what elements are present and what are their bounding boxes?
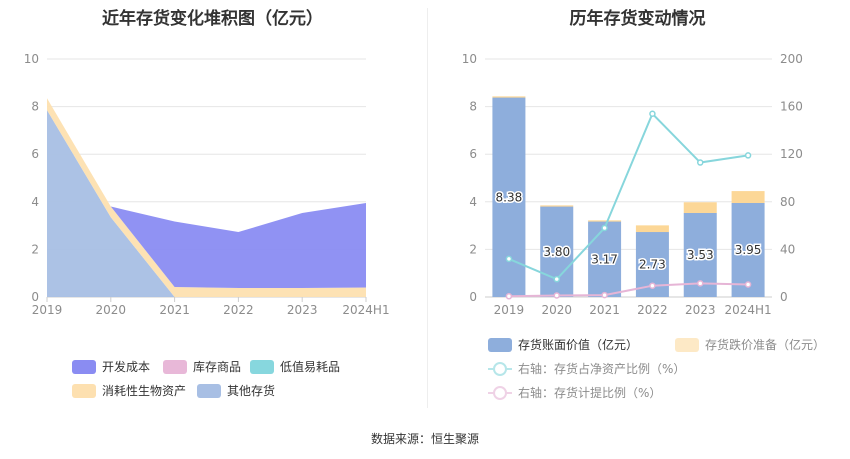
- left-x-tick-label: 2023: [287, 303, 318, 317]
- legend-label: 右轴：存货占净资产比例（%）: [518, 362, 686, 376]
- legend-label: 其他存货: [227, 384, 276, 398]
- line-point: [649, 110, 656, 117]
- right-x-tick-label: 2024H1: [724, 303, 771, 317]
- line-point: [649, 282, 656, 289]
- left-y-tick-label: 6: [31, 147, 39, 161]
- legend-swatch: [72, 383, 96, 398]
- line-series-0: [508, 111, 749, 281]
- bar-value-label: 3.95: [735, 243, 762, 257]
- legend-swatch: [72, 359, 96, 374]
- line-point: [697, 280, 704, 287]
- legend-swatch: [488, 385, 512, 400]
- bar-segment-1: [540, 205, 574, 207]
- line-point: [601, 224, 608, 232]
- bar-segment-1: [588, 220, 622, 222]
- legend-label: 存货账面价值（亿元）: [518, 338, 639, 352]
- right-y-tick-label: 4: [469, 195, 477, 209]
- right-y2-tick-label: 200: [780, 52, 803, 66]
- right-y2-tick-label: 40: [780, 242, 795, 256]
- line-point: [505, 255, 513, 263]
- legend-label: 库存商品: [193, 360, 242, 374]
- right-y2-tick-label: 160: [780, 100, 803, 114]
- left-y-tick-label: 2: [31, 242, 39, 256]
- right-x-tick-label: 2019: [494, 303, 525, 317]
- line-series-1: [508, 282, 749, 298]
- legend-label: 消耗性生物资产: [102, 384, 187, 398]
- legend-label: 开发成本: [102, 360, 151, 374]
- left-chart-panel: 近年存货变化堆积图（亿元） 0 2 4 6 8 10 2019 2020 2021 2022 202…: [0, 0, 425, 420]
- line-point: [553, 292, 560, 299]
- line-point: [505, 293, 513, 300]
- bar-segment-0: [588, 221, 622, 297]
- legend-swatch: [163, 359, 187, 374]
- legend-swatch: [197, 383, 221, 398]
- right-legend-item[interactable]: 存货跌价准备（亿元）: [675, 336, 825, 353]
- area-series-0: [47, 98, 366, 288]
- right-y-tick-label: 8: [469, 100, 477, 114]
- left-x-tick-label: 2019: [32, 303, 63, 317]
- right-legend-item[interactable]: 右轴：存货占净资产比例（%）: [488, 360, 685, 377]
- left-y-tick-label: 8: [31, 100, 39, 114]
- right-y-tick-label: 10: [462, 52, 477, 66]
- right-x-tick-label: 2023: [685, 303, 716, 317]
- left-x-tick-label: 2022: [223, 303, 254, 317]
- right-y-tick-label: 0: [469, 290, 477, 304]
- left-legend-item[interactable]: 库存商品: [163, 358, 241, 375]
- legend-label: 低值易耗品: [280, 360, 341, 374]
- right-y-tick-label: 2: [469, 242, 477, 256]
- legend-label: 存货跌价准备（亿元）: [705, 338, 826, 352]
- left-chart-title: 近年存货变化堆积图（亿元）: [102, 9, 323, 29]
- line-point: [744, 281, 752, 288]
- line-point: [697, 159, 704, 166]
- line-point: [601, 291, 608, 299]
- right-legend-item[interactable]: 存货账面价值（亿元）: [488, 336, 638, 353]
- line-point: [744, 152, 752, 159]
- right-y-tick-label: 6: [469, 147, 477, 161]
- bar-value-label: 3.53: [687, 248, 714, 262]
- bar-value-label: 3.17: [591, 252, 618, 266]
- left-stacked-area-chart: 0 2 4 6 8 10 2019 2020 2021 2022 2023 2024H1: [24, 52, 390, 317]
- right-x-tick-label: 2022: [637, 303, 668, 317]
- left-x-tick-label: 2021: [159, 303, 190, 317]
- right-y2-tick-label: 80: [780, 195, 795, 209]
- legend-swatch: [488, 361, 512, 376]
- left-legend-item[interactable]: 开发成本: [72, 358, 150, 375]
- left-x-tick-label: 2020: [96, 303, 127, 317]
- bar-segment-1: [492, 96, 526, 98]
- area-series-4: [47, 110, 366, 297]
- right-x-tick-label: 2021: [589, 303, 620, 317]
- legend-swatch: [675, 337, 699, 352]
- bar-value-label: 3.80: [543, 245, 570, 259]
- left-y-tick-label: 10: [24, 52, 39, 66]
- right-chart-title: 历年存货变动情况: [569, 9, 706, 29]
- bar-value-label: 8.38: [496, 190, 523, 204]
- left-y-tick-label: 4: [31, 195, 39, 209]
- right-chart-panel: 历年存货变动情况 0 0 2 40 4 80 6 120 8 160 10 200 2019 2020 20…: [425, 0, 850, 420]
- bar-segment-1: [635, 225, 669, 233]
- left-y-tick-label: 0: [31, 290, 39, 304]
- right-y2-tick-label: 120: [780, 147, 803, 161]
- data-source-note: 数据来源：恒生聚源: [370, 432, 479, 446]
- right-x-tick-label: 2020: [541, 303, 572, 317]
- left-x-tick-label: 2024H1: [342, 303, 389, 317]
- legend-swatch: [250, 359, 274, 374]
- bar-segment-1: [683, 202, 717, 213]
- left-legend-item[interactable]: 其他存货: [197, 382, 275, 399]
- left-legend-item[interactable]: 低值易耗品: [250, 358, 340, 375]
- legend-swatch: [488, 337, 512, 352]
- bar-segment-1: [731, 191, 765, 203]
- right-legend-item[interactable]: 右轴：存货计提比例（%）: [488, 384, 661, 401]
- right-y2-tick-label: 0: [780, 290, 788, 304]
- line-point: [553, 275, 560, 283]
- panel-divider: [427, 8, 428, 408]
- legend-label: 右轴：存货计提比例（%）: [518, 386, 662, 400]
- right-bar-line-chart: 0 0 2 40 4 80 6 120 8 160 10 200 2019 2020 2021 2022 202…: [462, 52, 803, 317]
- bar-value-label: 2.73: [639, 258, 666, 272]
- left-legend-item[interactable]: 消耗性生物资产: [72, 382, 186, 399]
